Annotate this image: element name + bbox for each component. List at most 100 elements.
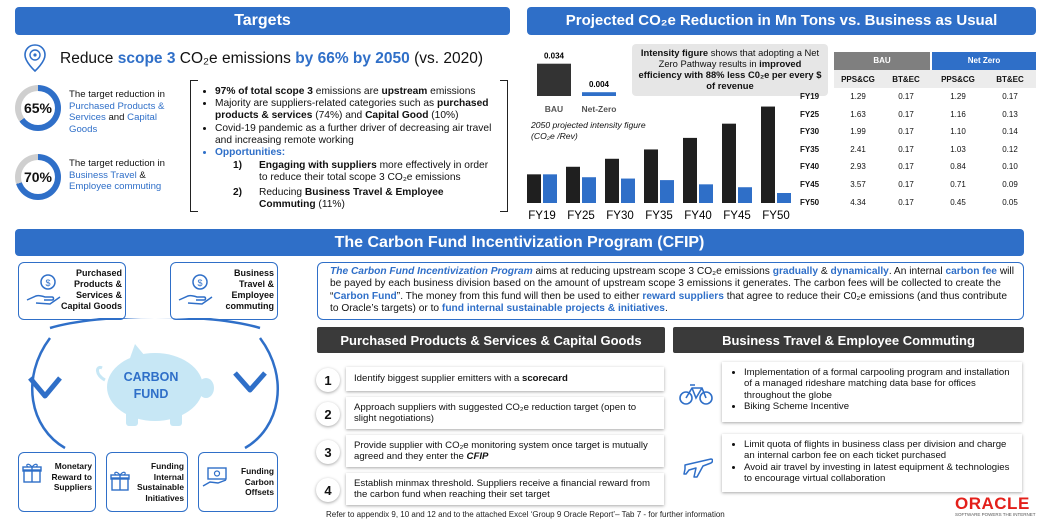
- table-cell: 0.17: [898, 144, 914, 154]
- table-cell: 0.71: [950, 180, 966, 189]
- projection-bar: [683, 137, 697, 203]
- projection-bar: [644, 149, 658, 203]
- table-cell: 0.05: [1002, 197, 1018, 207]
- gift-icon: [110, 470, 130, 497]
- carbon-fund-label: CARBON FUND: [123, 370, 179, 401]
- cycle-label-pps: Purchased Products & Services & Capital …: [60, 268, 122, 311]
- table-cell: 0.17: [1002, 92, 1018, 101]
- ring-value: 70%: [21, 160, 55, 194]
- intensity-callout: Intensity figure shows that adopting a N…: [632, 44, 828, 96]
- targets-bullets: 97% of total scope 3 emissions are upstr…: [203, 86, 499, 211]
- cycle-box-bt: [170, 262, 278, 320]
- bracket-right: [500, 80, 508, 212]
- step-box: Identify biggest supplier emitters with …: [346, 367, 664, 391]
- opportunity-1: 1) Engaging with suppliers more effectiv…: [233, 160, 489, 184]
- bracket-left: [190, 80, 198, 212]
- table-cell: 0.09: [1002, 180, 1018, 189]
- cfip-title: The Carbon Fund Incentivization Program …: [15, 229, 1024, 256]
- projection-bar: [777, 193, 791, 203]
- bullet-item: Majority are suppliers-related categorie…: [215, 98, 499, 122]
- projection-bar: [722, 123, 736, 203]
- table-cell: 4.34: [850, 197, 866, 207]
- projection-chart: FY19 FY25 FY30 FY35 FY40 FY45 FY50: [527, 106, 791, 222]
- hand-coin-icon: $: [24, 270, 64, 315]
- projection-bar: [621, 178, 635, 203]
- cycle-label-internal: Funding Internal Sustainable Initiatives: [136, 461, 184, 503]
- gift-icon: [22, 462, 42, 489]
- progress-ring-65: 65%: [15, 85, 61, 131]
- hand-coin-icon: $: [176, 270, 216, 315]
- x-tick-label: FY19: [528, 210, 556, 222]
- table-row-year: FY19: [800, 92, 820, 101]
- col-header: PPS&CG: [841, 75, 875, 84]
- table-cell: 0.84: [950, 162, 966, 172]
- projection-bar: [699, 184, 713, 203]
- intensity-bar: [537, 63, 571, 96]
- ring1-text: The target reduction in Purchased Produc…: [69, 89, 165, 135]
- projection-title: Projected CO₂e Reduction in Mn Tons vs. …: [527, 7, 1036, 35]
- step-box: Establish minmax threshold. Suppliers re…: [346, 473, 664, 505]
- svg-text:$: $: [45, 278, 50, 288]
- col-header: BT&EC: [892, 75, 920, 84]
- cycle-arrows: [28, 318, 280, 450]
- table-cell: 0.14: [1002, 127, 1018, 137]
- col-header: PPS&CG: [941, 75, 975, 84]
- projection-bar: [660, 180, 674, 203]
- step-box: Approach suppliers with suggested CO₂e r…: [346, 397, 664, 429]
- table-cell: 1.10: [950, 127, 966, 137]
- opportunity-2: 2) Reducing Business Travel & Employee C…: [233, 186, 444, 210]
- cycle-label-monetary: Monetary Reward to Suppliers: [51, 461, 93, 492]
- projection-bar: [527, 174, 541, 203]
- table-cell: 0.17: [898, 109, 914, 119]
- targets-title: Targets: [15, 7, 510, 35]
- table-cell: 1.99: [850, 127, 866, 137]
- data-label: 0.004: [589, 80, 610, 89]
- bullet-item: 97% of total scope 3 emissions are upstr…: [215, 86, 499, 98]
- cycle-label-offsets: Funding Carbon Offsets: [240, 466, 274, 497]
- bullet-item: Avoid air travel by investing in latest …: [744, 462, 1012, 485]
- table-cell: 1.29: [850, 92, 866, 101]
- projection-bar: [566, 166, 580, 203]
- table-row-year: FY25: [800, 109, 820, 119]
- table-cell: 0.17: [898, 197, 914, 207]
- table-cell: 0.13: [1002, 109, 1018, 119]
- step-number: 2: [316, 402, 340, 426]
- table-cell: 1.29: [950, 92, 966, 101]
- category-label: Net-Zero: [582, 104, 617, 114]
- col-header: BT&EC: [996, 75, 1024, 84]
- table-group-bau: BAU: [834, 52, 930, 70]
- svg-text:$: $: [197, 278, 202, 288]
- table-cell: 0.45: [950, 197, 966, 207]
- intensity-caption: 2050 projected intensity figure (CO₂e /R…: [531, 120, 646, 141]
- table-header-row: PPS&CG BT&EC PPS&CG BT&EC: [834, 70, 1036, 88]
- bike-box: Implementation of a formal carpooling pr…: [722, 362, 1022, 422]
- target-pin-icon: [24, 44, 46, 73]
- table-row-year: FY40: [800, 162, 820, 172]
- projection-table: BAU Net Zero PPS&CG BT&EC PPS&CG BT&EC F…: [800, 52, 1036, 216]
- table-cell: 0.17: [898, 180, 914, 189]
- step-number: 4: [316, 478, 340, 502]
- targets-headline: Reduce scope 3 CO₂e emissions by 66% by …: [60, 50, 484, 67]
- x-tick-label: FY35: [645, 210, 673, 222]
- projection-bar: [543, 174, 557, 203]
- cash-hand-icon: [202, 466, 230, 495]
- x-tick-label: FY45: [723, 210, 751, 222]
- x-tick-label: FY50: [762, 210, 790, 222]
- projection-bar: [605, 158, 619, 203]
- oracle-tagline: SOFTWARE POWERS THE INTERNET: [955, 512, 1036, 517]
- plane-box: Limit quota of flights in business class…: [722, 434, 1022, 492]
- table-cell: 0.17: [898, 162, 914, 172]
- intensity-chart: 0.034 BAU 0.004 Net-Zero: [537, 52, 617, 114]
- bullet-item: Implementation of a formal carpooling pr…: [744, 367, 1012, 401]
- step-number: 3: [316, 440, 340, 464]
- table-row-year: FY30: [800, 127, 820, 137]
- table-cell: 0.10: [1002, 162, 1018, 172]
- bt-section-title: Business Travel & Employee Commuting: [673, 327, 1024, 353]
- oracle-logo: ORACLE: [955, 494, 1030, 513]
- step-number: 1: [316, 368, 340, 392]
- pps-section-title: Purchased Products & Services & Capital …: [317, 327, 665, 353]
- table-cell: 0.17: [898, 127, 914, 137]
- piggy-bank-icon: [96, 344, 214, 426]
- intensity-bar: [582, 92, 616, 96]
- table-cell: 2.41: [850, 144, 866, 154]
